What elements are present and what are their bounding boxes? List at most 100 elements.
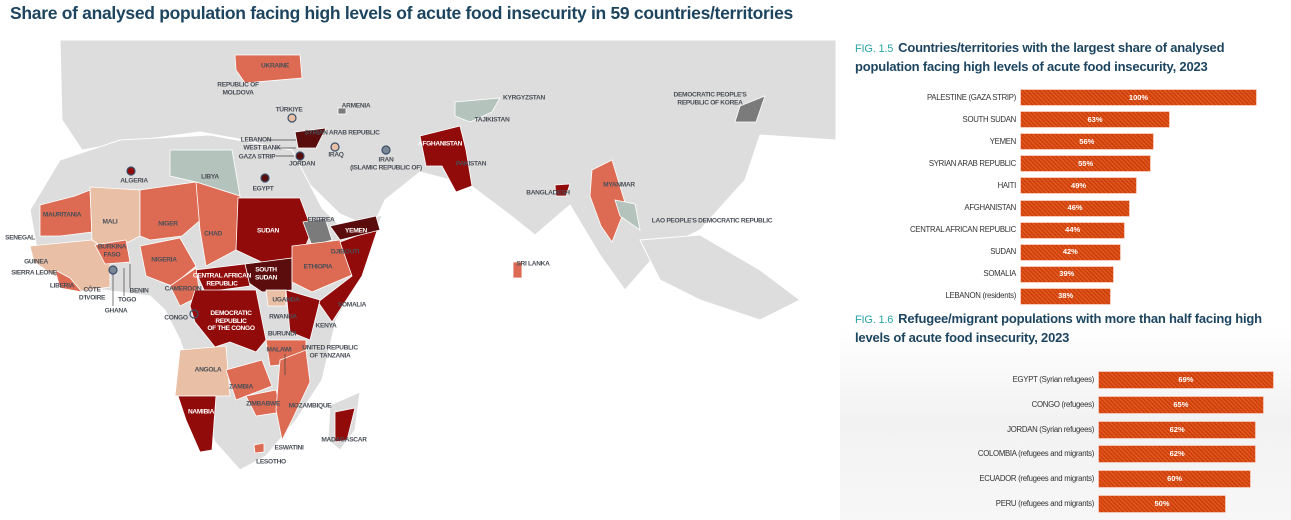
map-label: NIGERIA [151, 256, 177, 264]
fig-1-5-title: FIG. 1.5 Countries/territories with the l… [855, 39, 1285, 75]
bar-value-label: 44% [1065, 225, 1081, 235]
bar [1021, 178, 1137, 194]
bar [1099, 471, 1251, 488]
map-label: DEMOCRATIC PEOPLE'S REPUBLIC OF KOREA [673, 91, 747, 107]
bar-label: YEMEN [989, 136, 1017, 146]
bar [1021, 112, 1170, 128]
bar-label: SYRIAN ARAB REPUBLIC [928, 158, 1016, 168]
map-label: SYRIAN ARAB REPUBLIC [304, 129, 380, 137]
map-label: ALGERIA [120, 177, 148, 185]
map-label: PAKISTAN [455, 160, 487, 168]
map-label: KENYA [315, 322, 337, 330]
bar-value-label: 39% [1059, 269, 1075, 279]
map-label: GHANA [104, 307, 128, 315]
marker-iraq [330, 142, 340, 152]
fig-title-text: Countries/territories with the largest s… [855, 40, 1225, 74]
fig-title-text: Refugee/migrant populations with more th… [855, 311, 1262, 345]
map-label: CENTRAL AFRICAN REPUBLIC [192, 272, 252, 288]
bar-value-label: 60% [1167, 474, 1183, 484]
map-label: RWANDA [269, 313, 297, 321]
country-drc [189, 289, 267, 353]
map-label: EGYPT [252, 185, 274, 193]
map-label: TOGO [117, 296, 137, 304]
map-label: REPUBLIC OF MOLDOVA [217, 81, 259, 97]
bar [1021, 90, 1256, 105]
country-eritrea [302, 217, 333, 247]
country-burkina-faso [94, 239, 131, 265]
bar-value-label: 62% [1169, 424, 1185, 434]
bar-value-label: 63% [1087, 114, 1103, 124]
bar [1099, 421, 1256, 438]
country-sri-lanka [512, 261, 523, 279]
map-label: SOMALIA [337, 301, 367, 309]
country-lesotho [253, 442, 265, 454]
bar-value-label: 38% [1058, 291, 1074, 301]
bar-label: LEBANON (residents) [945, 291, 1016, 301]
bar-value-label: 49% [1071, 180, 1087, 190]
map-label: LESOTHO [256, 458, 286, 466]
bar-label: AFGHANISTAN [964, 203, 1016, 212]
bar [1021, 244, 1120, 260]
map-label: ANGOLA [194, 366, 222, 374]
map-label: BANGLADESH [526, 189, 570, 197]
bar-label: PERU (refugees and migrants) [995, 499, 1095, 508]
map-label: MYANMAR [603, 181, 635, 189]
marker-jordan [295, 151, 305, 161]
map-label: BURUNDI [267, 330, 297, 338]
bar-value-label: 69% [1178, 375, 1194, 384]
map-label: IRAN (ISLAMIC REPUBLIC OF) [350, 156, 422, 172]
map-label: NIGER [158, 220, 178, 228]
bar-label: PALESTINE (GAZA STRIP) [926, 92, 1016, 102]
map-label: LIBERIA [49, 282, 75, 290]
bar [1021, 200, 1130, 216]
map-label: MOZAMBIQUE [288, 402, 332, 410]
map-shapes [29, 39, 837, 471]
bar-value-label: 62% [1169, 449, 1185, 459]
country-madagascar [334, 407, 356, 443]
bar-value-label: 65% [1173, 399, 1189, 409]
country-west-africa [29, 239, 111, 293]
map-label: LAO PEOPLE'S DEMOCRATIC REPUBLIC [651, 217, 773, 225]
map-label: NAMIBIA [187, 408, 215, 416]
map-label: ERITREA [307, 216, 335, 224]
map-label: MALAWI [266, 346, 292, 354]
map-label: BURKINA FASO [97, 243, 127, 259]
bar [1021, 134, 1153, 150]
map-label: CONGO [164, 314, 188, 322]
country-armenia [337, 107, 347, 115]
country-angola [174, 345, 231, 397]
country-namibia [177, 395, 217, 453]
bar [1021, 266, 1113, 282]
fig-1-6-title: FIG. 1.6 Refugee/migrant populations with… [855, 310, 1285, 346]
bar [1099, 396, 1263, 413]
marker-ghana [108, 265, 118, 275]
bar-label: SOUTH SUDAN [962, 114, 1017, 124]
map-label: ZAMBIA [229, 383, 253, 391]
country-kyrgyzstan-tajikistan [454, 97, 501, 123]
country-kenya [285, 289, 321, 341]
fig-number: FIG. 1.5 [855, 43, 894, 55]
map-label: SENEGAL [5, 234, 35, 242]
map-label: CAMEROON [164, 285, 202, 293]
bar-value-label: 55% [1078, 158, 1094, 168]
map-label: MAURITANIA [42, 211, 82, 219]
map-label: LIBYA [201, 173, 219, 181]
bar-label: ECUADOR (refugees and migrants) [979, 474, 1094, 484]
map-label: LEBANON [240, 136, 272, 144]
page-title: Share of analysed population facing high… [10, 3, 793, 23]
map-label: ZIMBABWE [246, 400, 280, 408]
country-uganda [265, 289, 287, 307]
bar-label: HAITI [997, 180, 1017, 190]
map-label: KYRGYZSTAN [503, 94, 545, 102]
country-laos [614, 199, 641, 231]
map-label: ETHIOPIA [303, 263, 333, 271]
map-label: MALI [102, 218, 118, 226]
map-label: SRI LANKA [516, 260, 550, 268]
country-myanmar [589, 159, 627, 243]
map-label: YEMEN [345, 227, 367, 235]
country-dprk [734, 95, 766, 123]
country-car [194, 263, 251, 293]
map-label: UNITED REPUBLIC OF TANZANIA [302, 344, 358, 360]
map-label: UGANDA [272, 296, 300, 304]
bar-label: EGYPT (Syrian refugees) [1012, 375, 1095, 384]
